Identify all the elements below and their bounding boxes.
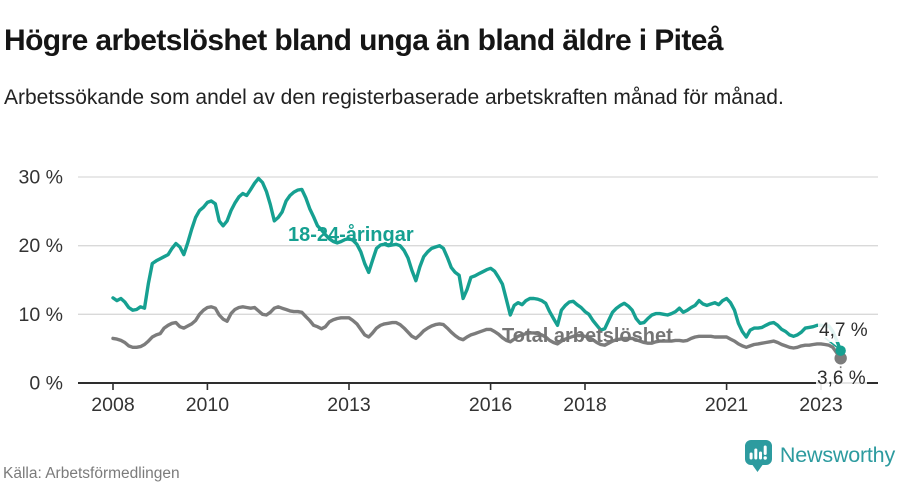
x-tick-label: 2018 (563, 394, 606, 416)
line-chart: 0 % 10 % 20 % 30 % 2008 2010 2013 2016 2018 2021 2… (0, 150, 900, 420)
x-tick-label: 2013 (327, 394, 370, 416)
end-value-label-total: 3,6 % (816, 368, 867, 390)
newsworthy-logo[interactable]: Newsworthy (744, 439, 895, 472)
series-line-young (111, 176, 843, 353)
x-tick-label: 2010 (186, 394, 230, 416)
y-tick-label: 20 % (19, 235, 63, 257)
page-title: Högre arbetslöshet bland unga än bland ä… (4, 24, 724, 58)
chart-subtitle: Arbetssökande som andel av den registerb… (4, 86, 784, 109)
bar-chart-speech-bubble-icon (744, 440, 772, 472)
end-dot-total (834, 352, 847, 365)
y-tick-label: 30 % (19, 166, 63, 188)
x-tick-label: 2016 (469, 394, 512, 416)
end-value-label-young: 4,7 % (818, 320, 869, 342)
x-tick-label: 2023 (799, 394, 842, 416)
y-tick-label: 10 % (19, 304, 63, 326)
series-label-total: Total arbetslöshet (502, 325, 673, 347)
end-dot-young (835, 345, 846, 356)
brand-wordmark: Newsworthy (779, 443, 895, 467)
chart-plot-area: 0 % 10 % 20 % 30 % 2008 2010 2013 2016 2018 2021 2… (19, 166, 878, 416)
x-tick-label: 2008 (91, 394, 134, 416)
series-label-young: 18-24-åringar (288, 224, 414, 246)
y-tick-label: 0 % (29, 373, 63, 395)
x-tick-label: 2021 (705, 394, 748, 416)
series-line-total (111, 305, 843, 361)
